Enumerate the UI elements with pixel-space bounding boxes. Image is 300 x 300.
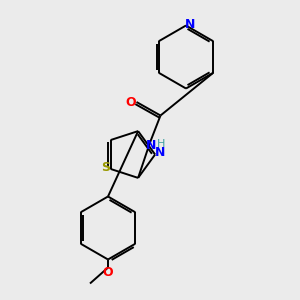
Text: O: O — [126, 95, 136, 109]
Text: H: H — [157, 139, 166, 149]
Text: N: N — [146, 139, 157, 152]
Text: O: O — [103, 266, 113, 280]
Text: S: S — [102, 161, 111, 174]
Text: N: N — [184, 17, 195, 31]
Text: N: N — [155, 146, 166, 160]
